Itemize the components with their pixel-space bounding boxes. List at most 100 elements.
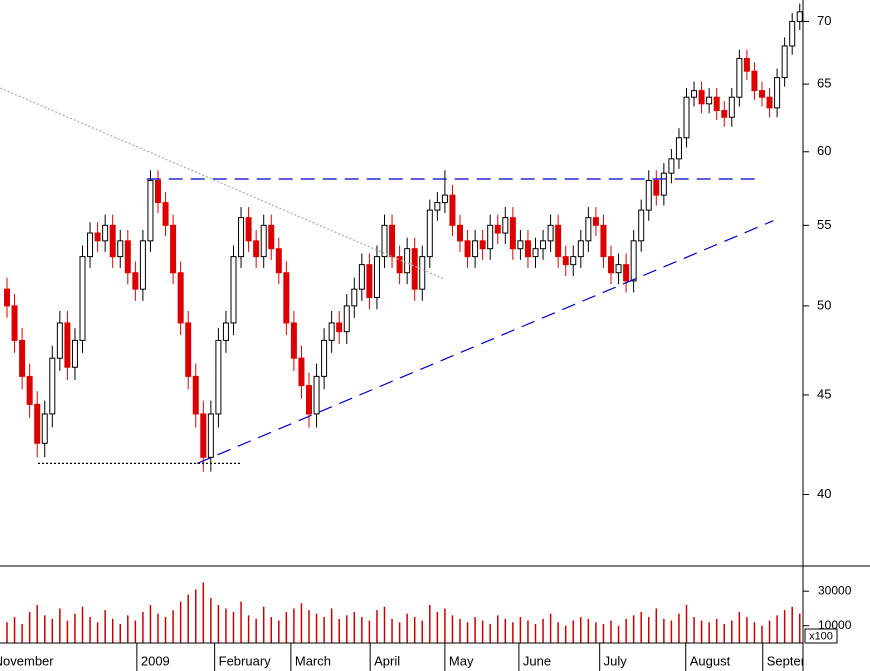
candle-body bbox=[789, 20, 796, 47]
y-tick-label: 70 bbox=[817, 13, 831, 28]
candle-body bbox=[124, 240, 131, 274]
candle-body bbox=[207, 413, 214, 458]
x-tick-label: 2009 bbox=[141, 653, 170, 668]
trend-line bbox=[197, 220, 774, 464]
candle-body bbox=[41, 413, 48, 444]
candle-body bbox=[555, 224, 562, 258]
plot-area: November 2009 February March April May June Jul… bbox=[0, 3, 831, 671]
candle-body bbox=[200, 413, 207, 458]
volume-tick-label: 30000 bbox=[818, 583, 852, 597]
candle-body bbox=[615, 264, 622, 274]
candle-body bbox=[630, 240, 637, 282]
candle-body bbox=[117, 240, 124, 258]
candle-body bbox=[743, 57, 750, 72]
candle-body bbox=[494, 224, 501, 234]
candle-body bbox=[608, 256, 614, 274]
candle-body bbox=[517, 240, 524, 250]
y-tick-label: 55 bbox=[817, 217, 831, 232]
candle-body bbox=[509, 217, 516, 250]
volume-unit: x100 bbox=[809, 630, 833, 642]
candle-body bbox=[524, 240, 531, 258]
candle-body bbox=[4, 288, 10, 307]
candle-body bbox=[796, 11, 803, 22]
y-tick-label: 60 bbox=[817, 143, 831, 158]
candle-body bbox=[185, 322, 192, 377]
candle-body bbox=[260, 224, 267, 258]
candle-body bbox=[313, 375, 320, 415]
candle-body bbox=[215, 339, 222, 415]
candle-body bbox=[238, 217, 245, 258]
candle-body bbox=[728, 96, 735, 118]
candle-body bbox=[162, 202, 169, 226]
candle-body bbox=[71, 339, 78, 368]
candle-body bbox=[660, 172, 667, 196]
candle-body bbox=[562, 256, 569, 266]
y-tick-label: 50 bbox=[817, 297, 831, 312]
candle-body bbox=[570, 256, 577, 266]
candle-body bbox=[540, 240, 547, 250]
candle-body bbox=[600, 224, 607, 258]
candle-body bbox=[706, 96, 713, 105]
candle-body bbox=[155, 179, 161, 204]
candle-body bbox=[351, 288, 358, 307]
candle-body bbox=[623, 264, 630, 282]
candle-body bbox=[532, 248, 539, 258]
candle-body bbox=[192, 375, 199, 415]
volume-tick-label: 10000 bbox=[818, 618, 852, 632]
candle-body bbox=[472, 240, 479, 258]
candle-body bbox=[691, 90, 698, 98]
candle-body bbox=[464, 240, 471, 258]
candle-body bbox=[343, 305, 350, 333]
y-tick-label: 65 bbox=[817, 76, 831, 91]
candle-body bbox=[11, 305, 18, 341]
x-tick-label: February bbox=[219, 653, 272, 668]
candle-body bbox=[132, 272, 139, 290]
candle-body bbox=[668, 158, 675, 174]
candle-body bbox=[645, 179, 652, 211]
candle-body bbox=[102, 224, 109, 242]
candle-body bbox=[759, 90, 765, 98]
candle-body bbox=[713, 96, 720, 112]
candle-body bbox=[638, 209, 645, 242]
candle-body bbox=[306, 385, 312, 415]
candle-body bbox=[49, 357, 56, 415]
candle-body bbox=[479, 240, 486, 250]
candle-body bbox=[283, 272, 290, 324]
candle-body bbox=[64, 322, 71, 368]
candle-body bbox=[675, 137, 682, 160]
candle-body bbox=[268, 224, 275, 250]
candle-body bbox=[653, 179, 660, 196]
candle-body bbox=[222, 322, 229, 341]
candle-body bbox=[253, 240, 260, 258]
candle-body bbox=[79, 256, 86, 341]
candle-body bbox=[577, 240, 584, 258]
x-tick-label: March bbox=[295, 653, 331, 668]
candle-body bbox=[321, 339, 328, 377]
candle-body bbox=[502, 217, 509, 234]
x-tick-label: August bbox=[690, 653, 731, 668]
candle-body bbox=[366, 264, 373, 298]
candle-body bbox=[34, 403, 41, 444]
candle-body bbox=[721, 110, 728, 118]
candle-body bbox=[147, 179, 154, 242]
candle-body bbox=[404, 248, 411, 274]
candle-body bbox=[457, 224, 463, 242]
candle-body bbox=[434, 202, 441, 211]
candle-body bbox=[94, 232, 101, 242]
candle-body bbox=[177, 272, 184, 324]
x-tick-label: September bbox=[767, 653, 831, 668]
candle-body bbox=[751, 70, 758, 92]
candle-body bbox=[230, 256, 237, 324]
candle-body bbox=[487, 224, 494, 250]
candle-body bbox=[373, 256, 380, 298]
x-tick-label: June bbox=[523, 653, 551, 668]
x-tick-label: July bbox=[604, 653, 628, 668]
candle-body bbox=[56, 322, 63, 359]
y-tick-label: 45 bbox=[817, 386, 831, 401]
candle-body bbox=[170, 224, 177, 274]
candle-body bbox=[766, 96, 773, 109]
candle-body bbox=[441, 194, 448, 204]
trend-line bbox=[0, 87, 446, 280]
